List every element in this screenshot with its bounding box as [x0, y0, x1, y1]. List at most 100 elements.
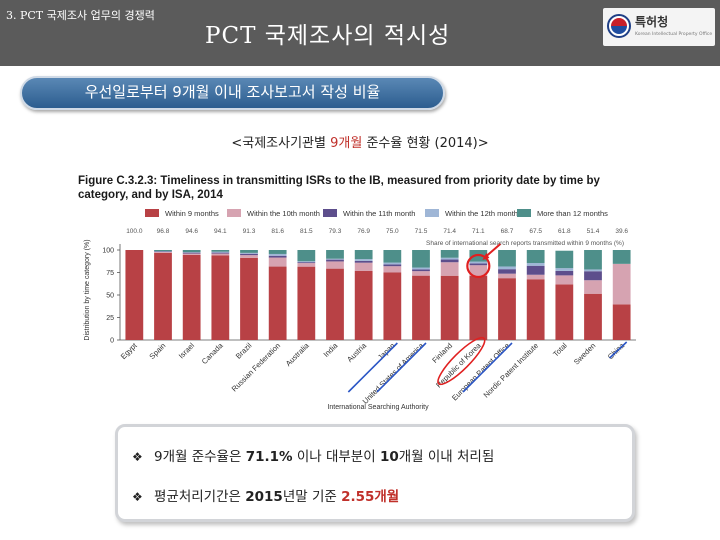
bullet1-value-months: 10: [379, 449, 399, 465]
bar-segment: [584, 271, 602, 281]
bullet1-text-b: 이나 대부분이: [292, 449, 380, 465]
government-seal-icon: [607, 14, 631, 38]
bar-segment: [211, 255, 230, 340]
bar-segment: [211, 251, 230, 253]
legend-swatch: [323, 209, 337, 217]
category-label: Spain: [147, 341, 167, 361]
bar-segment: [154, 251, 172, 253]
diamond-bullet-icon: ❖: [132, 450, 143, 464]
bar-segment: [268, 253, 287, 256]
bar-segment: [412, 250, 430, 268]
bar-segment: [354, 259, 373, 261]
bar-segment: [584, 269, 602, 272]
annotation-arrowhead: [482, 253, 490, 260]
bar-segment: [584, 280, 602, 294]
bar-segment: [125, 250, 144, 340]
y-tick-label: 50: [106, 293, 114, 300]
bar-segment: [182, 252, 201, 254]
bar-share-value: 39.6: [615, 228, 628, 235]
legend-item: Within the 10th month: [227, 209, 320, 218]
category-label: Australia: [284, 340, 312, 368]
x-axis-label: International Searching Authority: [327, 404, 429, 411]
bar-segment: [268, 257, 287, 267]
slide-title: PCT 국제조사의 적시성: [205, 23, 451, 49]
bar-share-value: 100.0: [126, 228, 143, 235]
subtitle-banner: 우선일로부터 9개월 이내 조사보고서 작성 비율: [20, 76, 445, 110]
bar-segment: [555, 270, 574, 276]
bar-segment: [469, 276, 488, 340]
category-label: Israel: [177, 341, 197, 361]
category-label: Russian Federation: [230, 341, 282, 393]
caption-before: <국제조사기관별: [231, 136, 331, 151]
bar-share-value: 51.4: [587, 228, 600, 235]
bar-share-value: 81.6: [271, 228, 284, 235]
annotation-arrow-line: [484, 243, 501, 258]
bullet2-text-b: 년말 기준: [282, 489, 342, 505]
bar-segment: [612, 263, 631, 305]
bar-segment: [412, 275, 430, 340]
legend-label: Within the 10th month: [247, 209, 320, 218]
bullet1-text-c: 개월 이내 처리됨: [398, 449, 495, 465]
bar-segment: [440, 262, 459, 276]
bar-segment: [555, 268, 574, 271]
highlight-circle: [466, 253, 491, 279]
legend-swatch: [227, 209, 241, 217]
bar-share-value: 71.4: [443, 228, 456, 235]
figure-title: Figure C.3.2.3: Timeliness in transmitti…: [78, 174, 658, 202]
category-label: Sweden: [572, 341, 598, 367]
bar-share-value: 81.5: [300, 228, 313, 235]
blue-underline: [376, 342, 427, 393]
bullet2-value-average: 2.55: [341, 489, 375, 505]
bar-segment: [383, 262, 402, 265]
legend-label: More than 12 months: [537, 209, 608, 218]
bar-share-value: 91.3: [243, 228, 256, 235]
bar-segment: [354, 262, 373, 271]
bar-segment: [555, 250, 574, 269]
bar-share-value: 76.9: [357, 228, 370, 235]
bar-share-value: 96.8: [157, 228, 170, 235]
bar-segment: [383, 264, 402, 267]
bar-segment: [469, 265, 488, 277]
bar-segment: [326, 259, 344, 262]
bar-segment: [526, 279, 545, 340]
legend-swatch: [517, 209, 531, 217]
bar-share-value: 94.6: [185, 228, 198, 235]
bar-share-value: 71.5: [415, 228, 428, 235]
bar-segment: [182, 250, 201, 253]
bar-share-value: 71.1: [472, 228, 485, 235]
bar-segment: [240, 252, 258, 254]
blue-underline: [462, 342, 513, 393]
bar-share-value: 67.5: [529, 228, 542, 235]
blue-underline: [609, 341, 628, 359]
bar-segment: [326, 250, 344, 259]
bar-segment: [154, 250, 172, 252]
category-label: Japan: [376, 341, 397, 362]
bar-segment: [498, 266, 516, 270]
bar-segment: [268, 266, 287, 340]
figure-title-line2: category, and by ISA, 2014: [78, 189, 223, 201]
bar-segment: [498, 278, 516, 340]
bar-segment: [154, 252, 172, 340]
bar-segment: [326, 261, 344, 269]
bar-segment: [440, 259, 459, 263]
bar-segment: [412, 271, 430, 276]
bar-segment: [412, 269, 430, 272]
bar-segment: [498, 250, 516, 267]
bar-segment: [584, 250, 602, 270]
summary-bullet-1: ❖ 9개월 준수율은 71.1% 이나 대부분이 10개월 이내 처리됨: [132, 445, 494, 465]
category-label: Brazil: [234, 341, 254, 361]
bar-segment: [440, 275, 459, 340]
bar-segment: [268, 250, 287, 254]
legend-label: Within 9 months: [165, 209, 219, 218]
bar-segment: [182, 253, 201, 255]
legend-item: Within the 11th month: [323, 209, 415, 218]
bar-segment: [612, 250, 631, 264]
y-tick-label: 75: [106, 270, 114, 277]
logo-subtitle: Korean Intellectual Property Office: [635, 32, 713, 37]
category-label: Total: [551, 341, 569, 359]
bar-segment: [354, 270, 373, 340]
bar-segment: [182, 254, 201, 340]
bar-segment: [297, 266, 316, 340]
bar-segment: [268, 255, 287, 258]
